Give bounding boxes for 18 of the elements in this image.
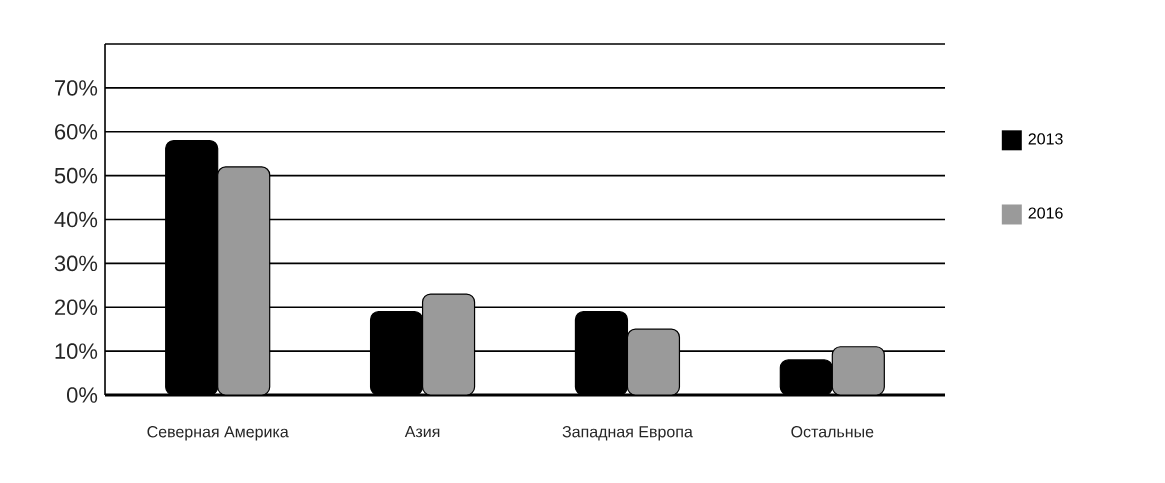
- y-tick-label: 10%: [55, 343, 98, 359]
- bar: [831, 346, 885, 395]
- y-tick-label: 30%: [54, 255, 98, 272]
- bar: [626, 328, 681, 395]
- x-tick-label: Остальные: [791, 426, 874, 438]
- legend-label: 2013: [1028, 133, 1063, 145]
- y-tick-label: 40%: [54, 211, 98, 228]
- x-tick-label: Западная Европа: [562, 426, 693, 441]
- y-tick-label: 20%: [55, 299, 98, 316]
- y-tick-label: 0%: [66, 387, 98, 403]
- x-tick-label: Азия: [404, 426, 440, 438]
- x-tick-label: Северная Америка: [147, 426, 289, 441]
- legend-label: 2016: [1028, 207, 1063, 219]
- y-tick-label: 70%: [55, 80, 98, 96]
- y-tick-label: 50%: [54, 167, 98, 184]
- bar: [217, 166, 271, 395]
- bar: [421, 293, 476, 395]
- y-tick-label: 60%: [55, 124, 98, 140]
